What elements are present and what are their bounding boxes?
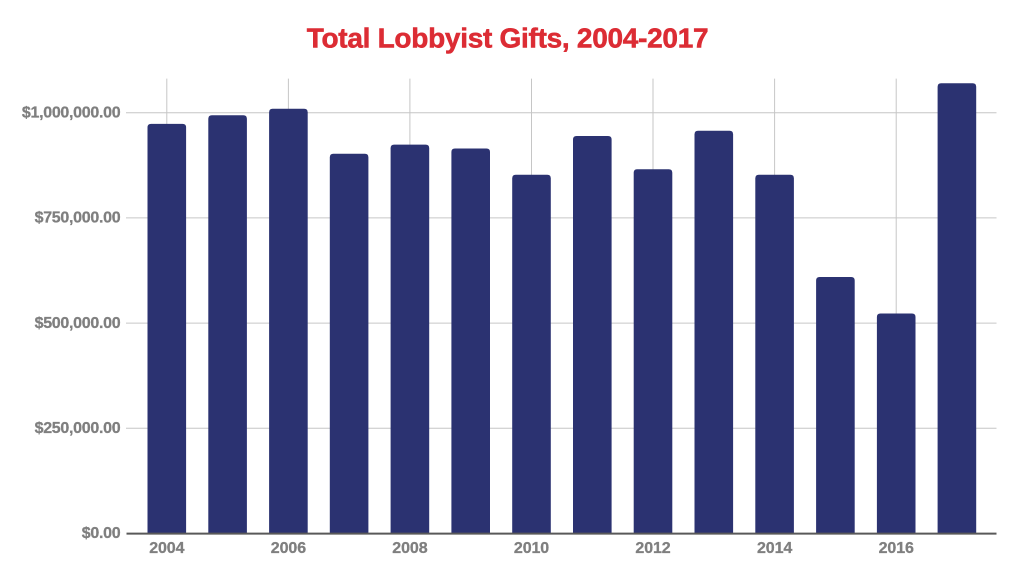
svg-text:2008: 2008 bbox=[392, 540, 427, 557]
svg-text:2014: 2014 bbox=[757, 540, 792, 557]
svg-text:2012: 2012 bbox=[635, 540, 670, 557]
svg-text:$0.00: $0.00 bbox=[82, 525, 121, 542]
svg-text:$750,000.00: $750,000.00 bbox=[35, 210, 121, 227]
svg-text:$250,000.00: $250,000.00 bbox=[35, 420, 121, 437]
svg-text:Total Lobbyist Gifts, 2004-201: Total Lobbyist Gifts, 2004-2017 bbox=[307, 22, 709, 53]
svg-text:$500,000.00: $500,000.00 bbox=[35, 315, 121, 332]
svg-text:$1,000,000.00: $1,000,000.00 bbox=[22, 104, 121, 121]
svg-text:2010: 2010 bbox=[514, 540, 549, 557]
svg-text:2006: 2006 bbox=[271, 540, 306, 557]
svg-text:2016: 2016 bbox=[879, 540, 914, 557]
svg-text:2004: 2004 bbox=[149, 540, 184, 557]
